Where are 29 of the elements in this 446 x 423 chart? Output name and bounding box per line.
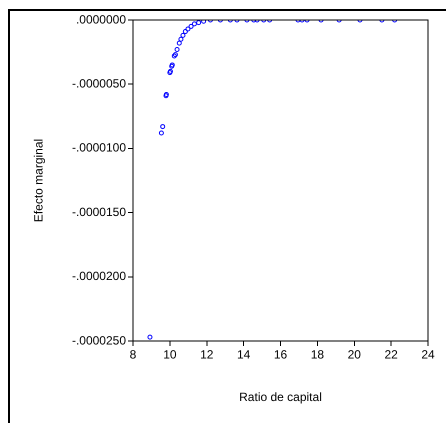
- y-tick-label: -.0000200: [72, 269, 126, 284]
- x-tick-label: 20: [348, 348, 362, 362]
- y-tick-label: .0000000: [76, 12, 126, 26]
- point: [182, 29, 188, 34]
- point: [160, 124, 166, 130]
- y-tick-label: -.0000250: [72, 333, 126, 348]
- y-tick-label: -.0000050: [72, 76, 126, 91]
- x-axis-title: Ratio de capital: [239, 390, 322, 404]
- point: [176, 40, 182, 46]
- point: [178, 36, 184, 42]
- x-tick-label: 22: [384, 348, 398, 362]
- point: [180, 32, 186, 38]
- point: [174, 47, 180, 52]
- y-tick-label: -.0000100: [72, 140, 126, 155]
- x-tick-label: 12: [200, 348, 214, 362]
- x-tick-label: 14: [236, 348, 251, 362]
- x-tick-label: 24: [421, 348, 435, 362]
- x-tick-label: 8: [130, 348, 137, 362]
- y-tick-label: -.0000150: [72, 204, 126, 219]
- point: [188, 24, 194, 29]
- x-tick-label: 10: [163, 348, 177, 362]
- x-tick-label: 16: [274, 348, 288, 362]
- point: [196, 20, 202, 26]
- point: [158, 130, 164, 136]
- point: [201, 20, 206, 24]
- point: [185, 26, 190, 32]
- y-axis-title: Efecto marginal: [32, 138, 46, 222]
- point: [192, 21, 197, 26]
- x-tick-label: 18: [310, 348, 324, 362]
